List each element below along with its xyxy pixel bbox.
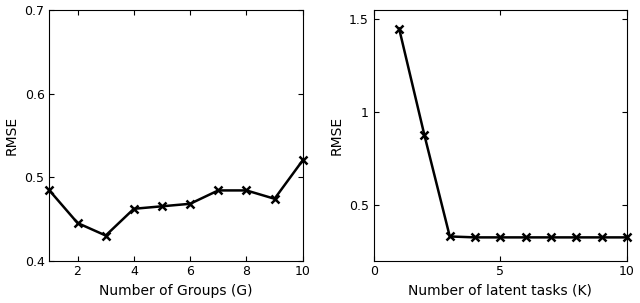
- X-axis label: Number of latent tasks (K): Number of latent tasks (K): [408, 284, 593, 298]
- Y-axis label: RMSE: RMSE: [330, 116, 344, 155]
- Y-axis label: RMSE: RMSE: [5, 116, 19, 155]
- X-axis label: Number of Groups (G): Number of Groups (G): [99, 284, 253, 298]
